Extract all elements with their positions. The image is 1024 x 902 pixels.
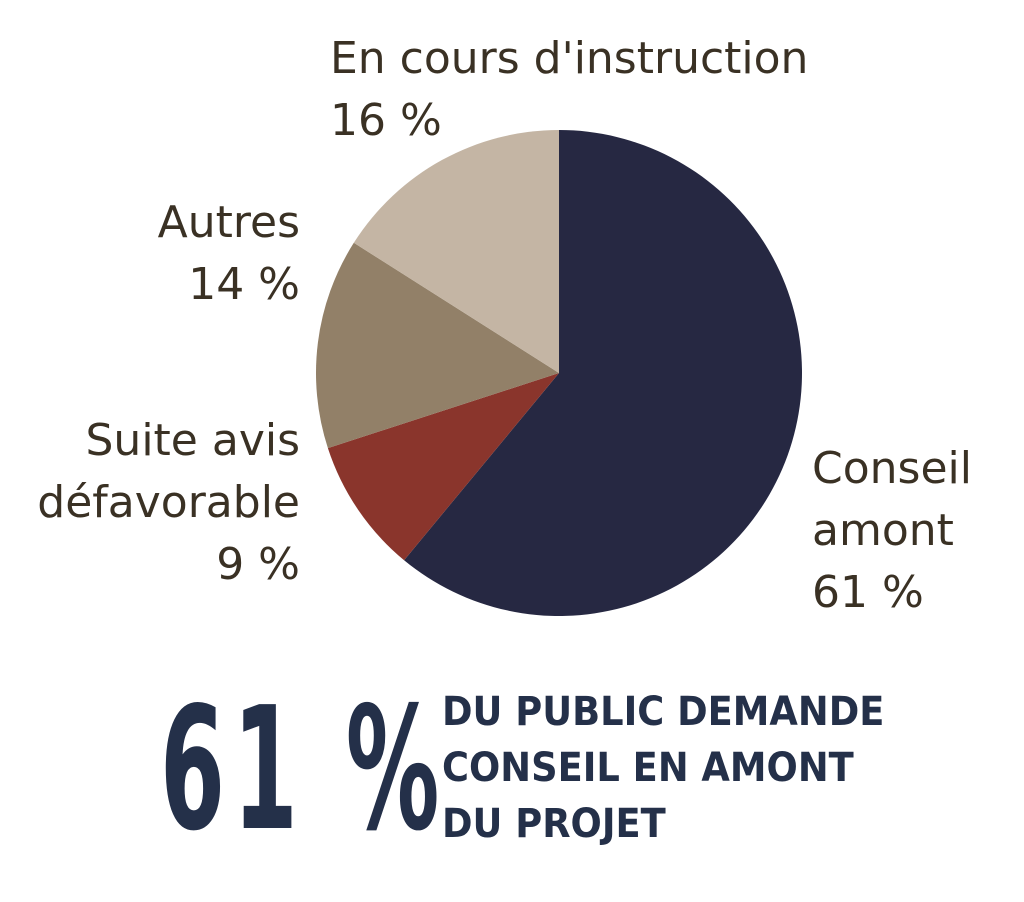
label-conseil-name-line2: amont bbox=[812, 505, 954, 556]
label-autres-value: 14 % bbox=[188, 259, 300, 310]
headline-statement: DU PUBLIC DEMANDE CONSEIL EN AMONT DU PR… bbox=[442, 684, 884, 852]
label-conseil-amont: Conseil amont 61 % bbox=[812, 438, 972, 624]
label-en-cours-instruction: En cours d'instruction 16 % bbox=[330, 28, 808, 152]
label-autres-name: Autres bbox=[157, 197, 300, 248]
pie-slice-autres bbox=[316, 242, 559, 449]
headline-big-number: 61 % bbox=[160, 671, 448, 869]
headline-line-2: CONSEIL EN AMONT bbox=[442, 745, 854, 791]
pie-slice-conseil-amont bbox=[404, 130, 802, 616]
pie-slice-suite-avis-d-favorable bbox=[327, 373, 559, 561]
label-en-cours-instruction-name: En cours d'instruction bbox=[330, 33, 809, 84]
label-conseil-value: 61 % bbox=[812, 567, 924, 618]
label-suite-name-line1: Suite avis bbox=[85, 415, 301, 466]
pie-chart bbox=[316, 129, 802, 616]
label-suite-avis-defavorable: Suite avis défavorable 9 % bbox=[37, 410, 300, 596]
headline-stat: 61 % bbox=[160, 671, 448, 869]
label-suite-name-line2: défavorable bbox=[37, 477, 300, 528]
label-conseil-name-line1: Conseil bbox=[812, 443, 972, 494]
headline-line-3: DU PROJET bbox=[442, 801, 666, 847]
label-suite-value: 9 % bbox=[216, 539, 300, 590]
pie-slice-en-cours-d-instruction bbox=[353, 129, 559, 373]
headline-line-1: DU PUBLIC DEMANDE bbox=[442, 689, 885, 735]
label-autres: Autres 14 % bbox=[158, 192, 300, 316]
label-en-cours-instruction-value: 16 % bbox=[330, 95, 442, 146]
